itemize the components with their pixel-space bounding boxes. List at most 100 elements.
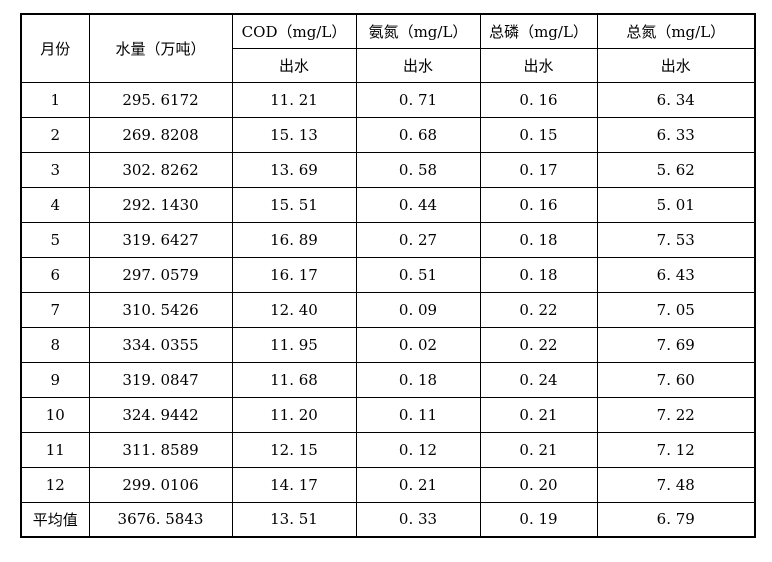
cell-water-volume: 311. 8589 bbox=[88, 431, 233, 468]
cell-total-nitrogen: 6. 79 bbox=[596, 501, 756, 538]
document-page: 月份 水量（万吨） COD（mg/L） 氨氮（mg/L） 总磷（mg/L） 总氮… bbox=[0, 13, 772, 562]
cell-ammonia-nitrogen: 0. 27 bbox=[355, 221, 481, 258]
cell-cod: 15. 13 bbox=[231, 116, 357, 153]
cell-ammonia-nitrogen: 0. 11 bbox=[355, 396, 481, 433]
cell-ammonia-nitrogen: 0. 02 bbox=[355, 326, 481, 363]
cell-total-nitrogen: 5. 01 bbox=[596, 186, 756, 223]
cell-water-volume: 319. 6427 bbox=[88, 221, 233, 258]
table-row-month-12: 12 299. 0106 14. 17 0. 21 0. 20 7. 48 bbox=[20, 466, 756, 503]
table-row-month-10: 10 324. 9442 11. 20 0. 11 0. 21 7. 22 bbox=[20, 396, 756, 433]
cell-ammonia-nitrogen: 0. 44 bbox=[355, 186, 481, 223]
cell-total-nitrogen: 7. 12 bbox=[596, 431, 756, 468]
cell-cod: 11. 68 bbox=[231, 361, 357, 398]
cell-cod: 11. 21 bbox=[231, 81, 357, 118]
cell-total-nitrogen: 7. 48 bbox=[596, 466, 756, 503]
cell-cod: 15. 51 bbox=[231, 186, 357, 223]
cell-cod: 16. 17 bbox=[231, 256, 357, 293]
cell-cod: 11. 20 bbox=[231, 396, 357, 433]
cell-total-nitrogen: 7. 60 bbox=[596, 361, 756, 398]
cell-water-volume: 334. 0355 bbox=[88, 326, 233, 363]
cell-total-nitrogen: 6. 43 bbox=[596, 256, 756, 293]
cell-cod: 12. 15 bbox=[231, 431, 357, 468]
table-header: 月份 水量（万吨） COD（mg/L） 氨氮（mg/L） 总磷（mg/L） 总氮… bbox=[20, 13, 756, 83]
cell-total-nitrogen: 7. 53 bbox=[596, 221, 756, 258]
cell-month: 4 bbox=[20, 186, 90, 223]
table-row-month-4: 4 292. 1430 15. 51 0. 44 0. 16 5. 01 bbox=[20, 186, 756, 223]
table-row-average: 平均值 3676. 5843 13. 51 0. 33 0. 19 6. 79 bbox=[20, 501, 756, 538]
cell-total-phosphorus: 0. 18 bbox=[479, 256, 598, 293]
table-body: 1 295. 6172 11. 21 0. 71 0. 16 6. 34 2 2… bbox=[20, 81, 756, 538]
header-effluent-tn: 出水 bbox=[596, 47, 756, 83]
header-total-phosphorus: 总磷（mg/L） bbox=[479, 13, 598, 49]
cell-total-nitrogen: 7. 05 bbox=[596, 291, 756, 328]
header-total-nitrogen: 总氮（mg/L） bbox=[596, 13, 756, 49]
cell-month: 10 bbox=[20, 396, 90, 433]
cell-month: 平均值 bbox=[20, 501, 90, 538]
cell-month: 3 bbox=[20, 151, 90, 188]
cell-water-volume: 310. 5426 bbox=[88, 291, 233, 328]
cell-water-volume: 324. 9442 bbox=[88, 396, 233, 433]
header-cod: COD（mg/L） bbox=[231, 13, 357, 49]
table-row-month-1: 1 295. 6172 11. 21 0. 71 0. 16 6. 34 bbox=[20, 81, 756, 118]
cell-total-nitrogen: 7. 22 bbox=[596, 396, 756, 433]
table-row-month-11: 11 311. 8589 12. 15 0. 12 0. 21 7. 12 bbox=[20, 431, 756, 468]
cell-cod: 11. 95 bbox=[231, 326, 357, 363]
water-quality-table: 月份 水量（万吨） COD（mg/L） 氨氮（mg/L） 总磷（mg/L） 总氮… bbox=[20, 13, 756, 538]
cell-cod: 13. 51 bbox=[231, 501, 357, 538]
table-row-month-8: 8 334. 0355 11. 95 0. 02 0. 22 7. 69 bbox=[20, 326, 756, 363]
cell-total-phosphorus: 0. 22 bbox=[479, 326, 598, 363]
header-effluent-tp: 出水 bbox=[479, 47, 598, 83]
cell-ammonia-nitrogen: 0. 12 bbox=[355, 431, 481, 468]
cell-ammonia-nitrogen: 0. 33 bbox=[355, 501, 481, 538]
cell-ammonia-nitrogen: 0. 51 bbox=[355, 256, 481, 293]
cell-ammonia-nitrogen: 0. 09 bbox=[355, 291, 481, 328]
cell-total-phosphorus: 0. 20 bbox=[479, 466, 598, 503]
table-row-month-7: 7 310. 5426 12. 40 0. 09 0. 22 7. 05 bbox=[20, 291, 756, 328]
table-row-month-5: 5 319. 6427 16. 89 0. 27 0. 18 7. 53 bbox=[20, 221, 756, 258]
header-effluent-cod: 出水 bbox=[231, 47, 357, 83]
cell-month: 7 bbox=[20, 291, 90, 328]
cell-ammonia-nitrogen: 0. 58 bbox=[355, 151, 481, 188]
cell-total-nitrogen: 6. 33 bbox=[596, 116, 756, 153]
cell-cod: 13. 69 bbox=[231, 151, 357, 188]
cell-total-phosphorus: 0. 16 bbox=[479, 81, 598, 118]
cell-water-volume: 295. 6172 bbox=[88, 81, 233, 118]
cell-total-phosphorus: 0. 16 bbox=[479, 186, 598, 223]
cell-cod: 12. 40 bbox=[231, 291, 357, 328]
header-month: 月份 bbox=[20, 13, 90, 83]
cell-ammonia-nitrogen: 0. 18 bbox=[355, 361, 481, 398]
cell-total-phosphorus: 0. 18 bbox=[479, 221, 598, 258]
cell-water-volume: 292. 1430 bbox=[88, 186, 233, 223]
header-ammonia-nitrogen: 氨氮（mg/L） bbox=[355, 13, 481, 49]
cell-month: 6 bbox=[20, 256, 90, 293]
cell-month: 11 bbox=[20, 431, 90, 468]
cell-water-volume: 3676. 5843 bbox=[88, 501, 233, 538]
cell-ammonia-nitrogen: 0. 21 bbox=[355, 466, 481, 503]
cell-month: 1 bbox=[20, 81, 90, 118]
cell-total-nitrogen: 7. 69 bbox=[596, 326, 756, 363]
cell-water-volume: 319. 0847 bbox=[88, 361, 233, 398]
cell-month: 9 bbox=[20, 361, 90, 398]
cell-month: 12 bbox=[20, 466, 90, 503]
cell-month: 8 bbox=[20, 326, 90, 363]
cell-total-phosphorus: 0. 17 bbox=[479, 151, 598, 188]
header-row-sub: 出水 出水 出水 出水 bbox=[21, 47, 756, 83]
cell-water-volume: 269. 8208 bbox=[88, 116, 233, 153]
table-row-month-3: 3 302. 8262 13. 69 0. 58 0. 17 5. 62 bbox=[20, 151, 756, 188]
table-row-month-6: 6 297. 0579 16. 17 0. 51 0. 18 6. 43 bbox=[20, 256, 756, 293]
cell-water-volume: 297. 0579 bbox=[88, 256, 233, 293]
cell-month: 2 bbox=[20, 116, 90, 153]
cell-total-nitrogen: 5. 62 bbox=[596, 151, 756, 188]
cell-total-phosphorus: 0. 21 bbox=[479, 396, 598, 433]
cell-total-phosphorus: 0. 15 bbox=[479, 116, 598, 153]
cell-total-nitrogen: 6. 34 bbox=[596, 81, 756, 118]
header-water-volume: 水量（万吨） bbox=[88, 13, 233, 83]
cell-month: 5 bbox=[20, 221, 90, 258]
cell-ammonia-nitrogen: 0. 68 bbox=[355, 116, 481, 153]
cell-ammonia-nitrogen: 0. 71 bbox=[355, 81, 481, 118]
cell-cod: 16. 89 bbox=[231, 221, 357, 258]
table-row-month-9: 9 319. 0847 11. 68 0. 18 0. 24 7. 60 bbox=[20, 361, 756, 398]
cell-total-phosphorus: 0. 19 bbox=[479, 501, 598, 538]
header-effluent-nh3n: 出水 bbox=[355, 47, 481, 83]
header-row-top: 月份 水量（万吨） COD（mg/L） 氨氮（mg/L） 总磷（mg/L） 总氮… bbox=[20, 13, 756, 83]
